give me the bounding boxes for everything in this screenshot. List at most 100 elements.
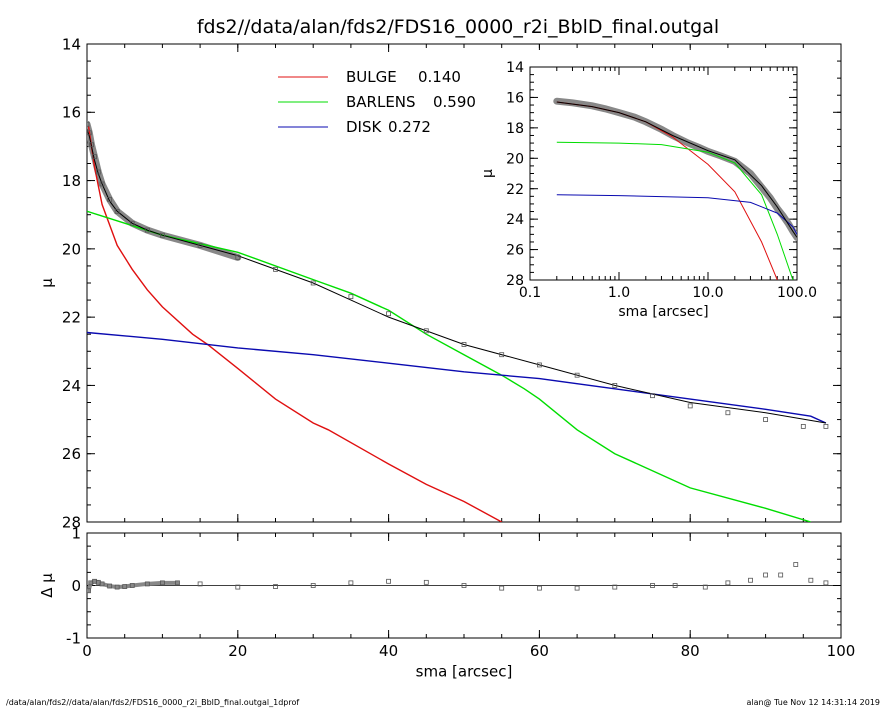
x-tick-label: 80 [681, 642, 700, 660]
data-point [114, 208, 120, 214]
y-tick-label: 18 [506, 121, 524, 137]
data-point [87, 121, 90, 127]
legend-label-barlens: BARLENS [346, 93, 416, 111]
data-point [725, 580, 731, 586]
data-point [87, 588, 91, 594]
data-point [687, 403, 693, 409]
series-line-model [87, 129, 826, 424]
data-point [386, 311, 392, 317]
x-tick-label: 0 [82, 642, 92, 660]
data-point [650, 393, 655, 399]
x-axis-label: sma [arcsec] [416, 663, 513, 681]
y-tick-label: 20 [62, 240, 81, 258]
data-point [423, 579, 429, 585]
data-point [107, 583, 113, 589]
data-point [823, 580, 829, 586]
footer-right: alan@ Tue Nov 12 14:31:14 2019 [746, 698, 880, 707]
data-point [273, 266, 278, 272]
data-point [197, 581, 203, 587]
y-tick-label: 26 [506, 243, 524, 259]
data-band [87, 579, 180, 593]
y-tick-label: 22 [62, 309, 81, 327]
series-line-disk [556, 194, 797, 235]
y-tick-label: 18 [62, 172, 81, 190]
y-tick-label: 28 [62, 513, 81, 531]
data-point [175, 580, 180, 586]
data-point [650, 583, 655, 588]
y-tick-label: -1 [66, 629, 81, 647]
data-point [499, 352, 505, 358]
data-point [99, 581, 105, 587]
x-tick-label: 100 [827, 642, 856, 660]
y-tick-label: 26 [62, 445, 81, 463]
data-point [197, 243, 203, 248]
data-point [348, 294, 354, 300]
series-line-disk [87, 331, 827, 424]
series-line-model [556, 101, 797, 238]
y-axis-label: μ [480, 169, 496, 178]
y-tick-label: 22 [506, 182, 524, 198]
data-point [235, 254, 241, 260]
data-point [310, 583, 316, 588]
inset-background [473, 50, 833, 330]
data-point [144, 581, 150, 587]
data-point [800, 423, 806, 429]
main-profile-plot: 14 16 18 20 22 24 26 28 μ [38, 35, 842, 531]
data-point [95, 169, 101, 175]
data-point [235, 584, 241, 590]
inset-log-plot: 0.1 1.0 10.0 100.0 14 16 18 20 22 24 26 28 sma [arcs… [473, 50, 833, 330]
data-point [129, 583, 135, 588]
data-point [461, 342, 467, 347]
x-tick-label: 60 [530, 642, 549, 660]
chart-title: fds2//data/alan/fds2/FDS16_0000_r2i_BblD… [197, 16, 719, 38]
data-point [763, 417, 768, 422]
legend: BULGE 0.140 BARLENS 0.590 DISK 0.272 [278, 68, 476, 136]
data-point [89, 142, 94, 148]
legend-value-disk: 0.272 [388, 118, 431, 136]
data-point [87, 130, 92, 136]
data-point [107, 196, 113, 202]
data-point [537, 362, 542, 368]
x-tick-label: 1.0 [608, 285, 630, 301]
data-point [778, 572, 784, 578]
data-point [499, 585, 505, 591]
y-tick-label: 28 [506, 273, 524, 289]
data-point [672, 583, 678, 588]
data-point [823, 423, 829, 429]
legend-label-disk: DISK [346, 118, 382, 136]
y-tick-label: 16 [506, 90, 524, 106]
y-tick-label: 0 [71, 577, 81, 595]
data-point [310, 280, 316, 286]
x-tick-label: 40 [379, 642, 398, 660]
y-tick-label: 20 [506, 151, 524, 167]
x-tick-label: 100.0 [777, 285, 817, 301]
data-point [725, 410, 731, 416]
y-tick-label: 1 [71, 524, 81, 542]
data-point [808, 577, 814, 583]
data-point [92, 154, 97, 160]
data-point [114, 584, 120, 590]
y-tick-label: 14 [62, 35, 81, 53]
y-tick-label: 14 [506, 60, 524, 76]
x-tick-label: 10.0 [692, 285, 723, 301]
data-point [348, 580, 354, 586]
y-tick-label: 24 [506, 212, 524, 228]
data-point [702, 584, 708, 590]
data-point [574, 372, 580, 378]
data-point [574, 585, 580, 591]
data-point [273, 584, 278, 589]
data-point [763, 572, 768, 578]
data-point [144, 227, 150, 233]
series-line-bulge [87, 125, 503, 522]
y-axis-label: μ [38, 278, 56, 288]
y-tick-label: 16 [62, 104, 81, 122]
data-point [748, 577, 753, 583]
data-point [793, 562, 799, 567]
data-point [612, 584, 618, 590]
x-tick-label: 0.1 [519, 285, 541, 301]
data-point [537, 585, 542, 591]
data-point [159, 232, 165, 238]
data-point [129, 220, 135, 226]
